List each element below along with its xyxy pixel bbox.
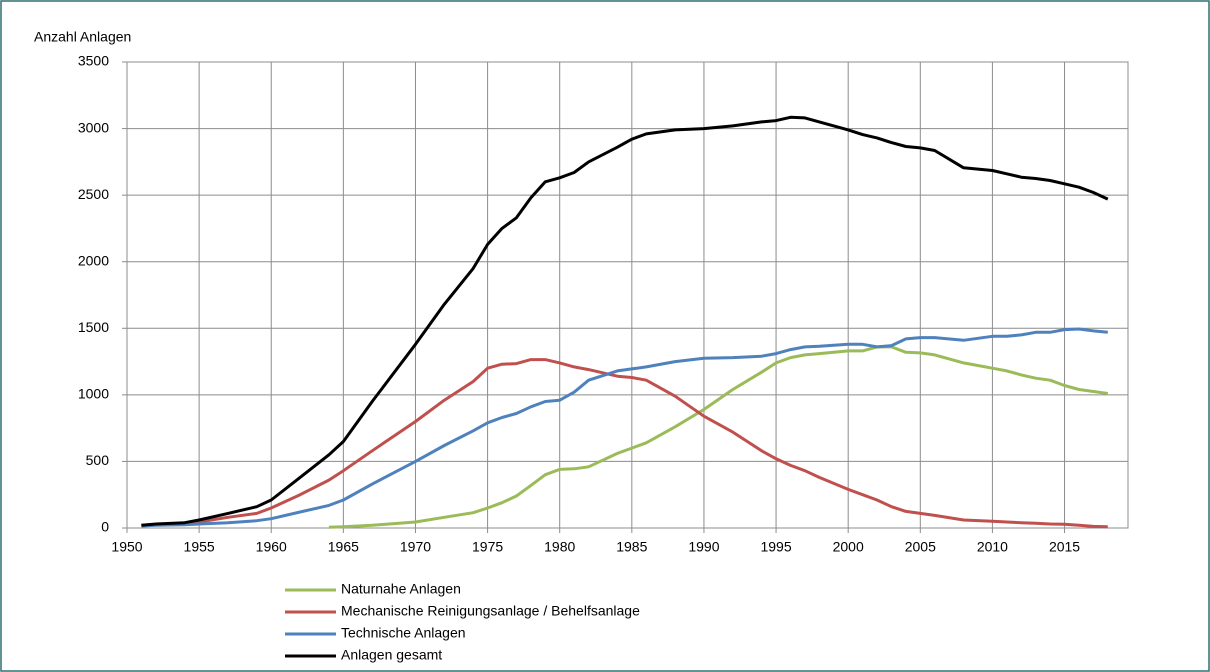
x-tick-label: 1970 (400, 539, 431, 555)
x-tick-label: 1995 (760, 539, 791, 555)
x-tick-label: 1960 (256, 539, 287, 555)
x-tick-label: 1965 (328, 539, 359, 555)
legend-label: Technische Anlagen (341, 625, 466, 641)
y-tick-label: 500 (86, 452, 110, 468)
series-line (141, 115, 1109, 527)
x-tick-label: 2005 (905, 539, 936, 555)
y-tick-label: 3500 (78, 53, 109, 69)
series-line (141, 358, 1108, 529)
legend-label: Mechanische Reinigungsanlage / Behelfsan… (341, 603, 640, 619)
x-tick-label: 1955 (184, 539, 215, 555)
y-tick-label: 2000 (78, 252, 109, 268)
x-tick-label: 1980 (544, 539, 575, 555)
y-tick-label: 3000 (78, 119, 109, 135)
x-tick-label: 1950 (111, 539, 142, 555)
series-line (141, 327, 1108, 528)
y-tick-label: 1500 (78, 319, 109, 335)
x-tick-label: 1985 (616, 539, 647, 555)
plot-border (126, 61, 1129, 529)
legend-label: Naturnahe Anlagen (341, 581, 461, 597)
x-tick-label: 2015 (1049, 539, 1080, 555)
legend-label: Anlagen gesamt (341, 647, 442, 663)
x-tick-label: 2000 (833, 539, 864, 555)
x-tick-label: 2010 (977, 539, 1008, 555)
x-tick-label: 1990 (688, 539, 719, 555)
y-tick-label: 2500 (78, 186, 109, 202)
x-tick-label: 1975 (472, 539, 503, 555)
y-tick-label: 1000 (78, 386, 109, 402)
y-tick-label: 0 (101, 519, 109, 535)
y-axis-label: Anzahl Anlagen (34, 29, 131, 45)
series-line (328, 345, 1109, 529)
